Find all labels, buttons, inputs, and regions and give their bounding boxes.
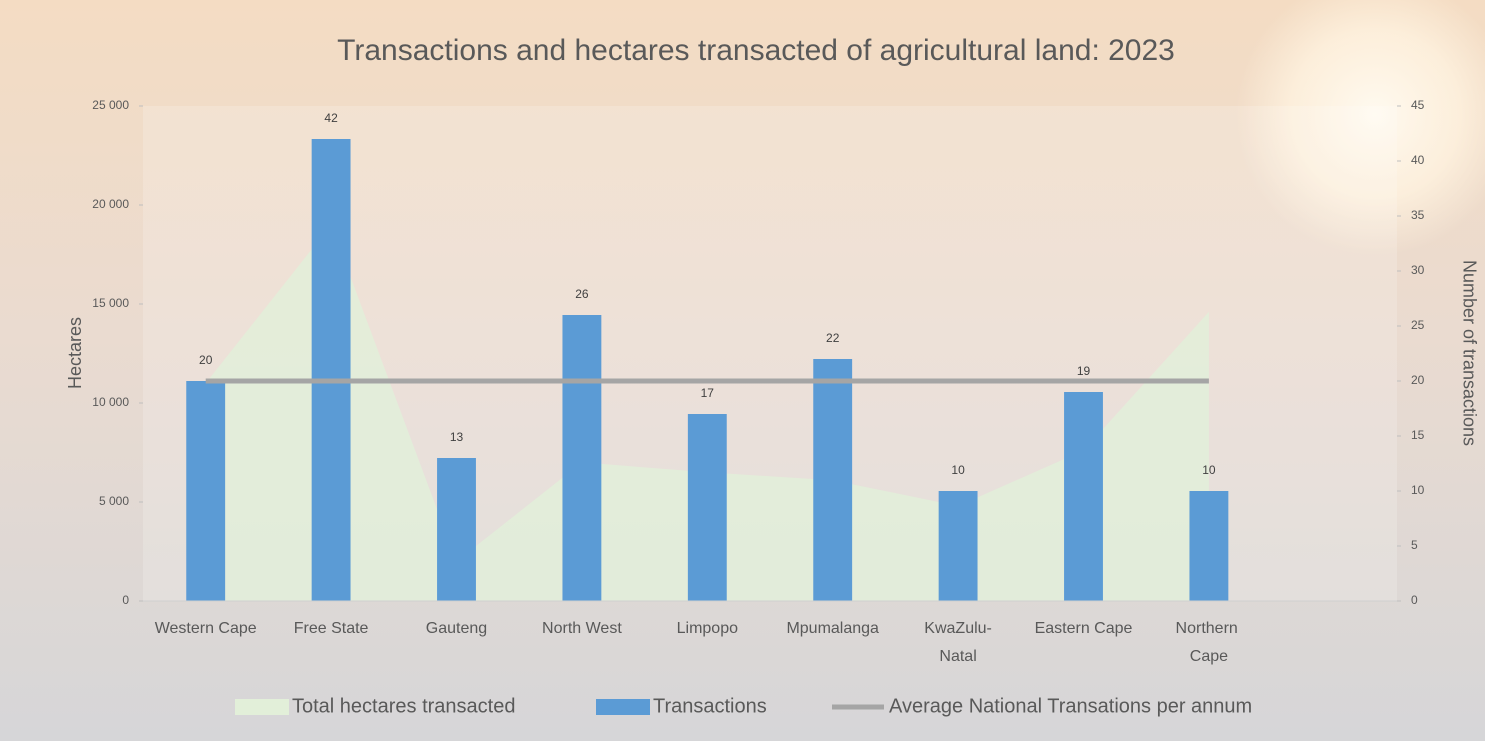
y-tick-label: 25 000 bbox=[92, 98, 129, 112]
bar bbox=[939, 491, 978, 601]
data-label: 42 bbox=[324, 111, 338, 125]
y2-tick-label: 5 bbox=[1411, 538, 1418, 552]
x-tick-label: Eastern Cape bbox=[1035, 620, 1133, 637]
x-tick-label: Western Cape bbox=[155, 620, 257, 637]
bar bbox=[186, 381, 225, 601]
data-label: 26 bbox=[575, 287, 589, 301]
bar bbox=[1064, 392, 1103, 601]
bar bbox=[437, 458, 476, 601]
y-tick-label: 0 bbox=[122, 593, 129, 607]
bar bbox=[312, 139, 351, 601]
data-label: 13 bbox=[450, 430, 464, 444]
legend-swatch bbox=[596, 699, 650, 715]
x-tick-label: Mpumalanga bbox=[786, 620, 879, 637]
legend-label: Average National Transations per annum bbox=[889, 695, 1252, 717]
y-tick-label: 5 000 bbox=[99, 494, 129, 508]
y-tick-label: 10 000 bbox=[92, 395, 129, 409]
data-label: 22 bbox=[826, 331, 840, 345]
x-tick-label: North West bbox=[542, 620, 622, 637]
data-label: 10 bbox=[951, 463, 965, 477]
x-tick-label: Gauteng bbox=[426, 620, 487, 637]
x-tick-label: Free State bbox=[294, 620, 369, 637]
y2-tick-label: 30 bbox=[1411, 263, 1425, 277]
bar bbox=[1189, 491, 1228, 601]
y2-tick-label: 35 bbox=[1411, 208, 1425, 222]
y-tick-label: 15 000 bbox=[92, 296, 129, 310]
bar bbox=[813, 359, 852, 601]
bar bbox=[688, 414, 727, 601]
data-label: 10 bbox=[1202, 463, 1216, 477]
y2-tick-label: 0 bbox=[1411, 593, 1418, 607]
bar bbox=[562, 315, 601, 601]
x-tick-label: Limpopo bbox=[677, 620, 738, 637]
data-label: 17 bbox=[701, 386, 715, 400]
y2-axis-label: Number of transactions bbox=[1459, 260, 1479, 446]
y2-tick-label: 25 bbox=[1411, 318, 1425, 332]
y2-tick-label: 15 bbox=[1411, 428, 1425, 442]
data-label: 20 bbox=[199, 353, 213, 367]
y-axis-label: Hectares bbox=[65, 317, 85, 389]
y2-tick-label: 20 bbox=[1411, 373, 1425, 387]
y2-tick-label: 45 bbox=[1411, 98, 1425, 112]
chart: Transactions and hectares transacted of … bbox=[0, 0, 1485, 741]
y2-tick-label: 10 bbox=[1411, 483, 1425, 497]
legend-label: Total hectares transacted bbox=[292, 695, 515, 717]
legend-swatch bbox=[235, 699, 289, 715]
chart-title: Transactions and hectares transacted of … bbox=[337, 34, 1175, 67]
legend-label: Transactions bbox=[653, 695, 767, 717]
data-label: 19 bbox=[1077, 364, 1091, 378]
y-tick-label: 20 000 bbox=[92, 197, 129, 211]
y2-tick-label: 40 bbox=[1411, 153, 1425, 167]
